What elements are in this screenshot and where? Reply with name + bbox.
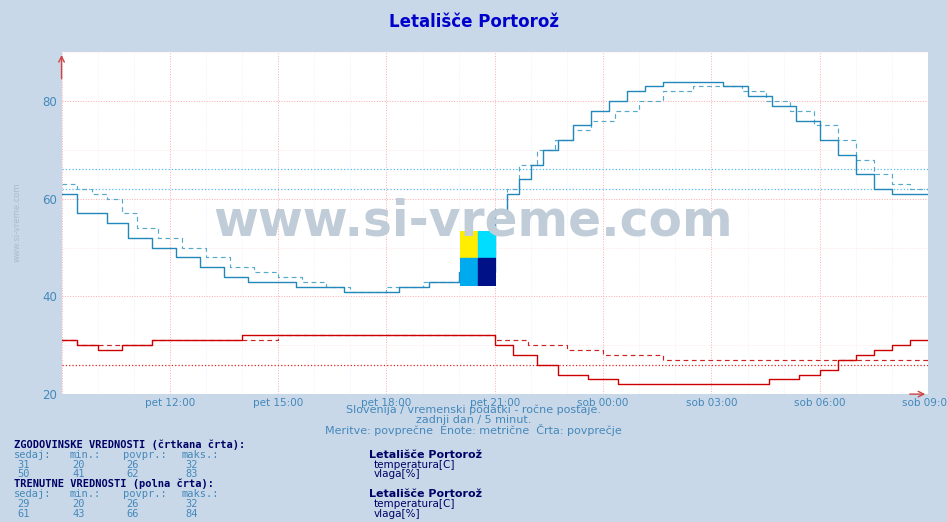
Text: 20: 20 (72, 459, 85, 470)
Text: 31: 31 (17, 459, 30, 470)
Text: Letališče Portorož: Letališče Portorož (369, 450, 482, 460)
Bar (460, 231, 478, 258)
Text: 50: 50 (17, 469, 30, 479)
Text: min.:: min.: (69, 489, 100, 500)
Text: 32: 32 (185, 459, 198, 470)
Text: maks.:: maks.: (182, 450, 220, 460)
Text: Meritve: povprečne  Enote: metrične  Črta: povprečje: Meritve: povprečne Enote: metrične Črta:… (325, 424, 622, 435)
Text: Letališče Portorož: Letališče Portorož (369, 489, 482, 500)
Text: TRENUTNE VREDNOSTI (polna črta):: TRENUTNE VREDNOSTI (polna črta): (14, 479, 214, 489)
Bar (460, 258, 478, 286)
Text: temperatura[C]: temperatura[C] (374, 459, 456, 470)
Text: maks.:: maks.: (182, 489, 220, 500)
Text: sedaj:: sedaj: (14, 450, 52, 460)
Text: 26: 26 (126, 499, 139, 509)
Bar (478, 258, 496, 286)
Text: vlaga[%]: vlaga[%] (374, 469, 420, 479)
Text: 29: 29 (17, 499, 30, 509)
Text: Letališče Portorož: Letališče Portorož (388, 14, 559, 31)
Text: 32: 32 (185, 499, 198, 509)
Text: 61: 61 (17, 509, 30, 519)
Text: 83: 83 (185, 469, 198, 479)
Text: 41: 41 (72, 469, 85, 479)
Text: 62: 62 (126, 469, 139, 479)
Text: 26: 26 (126, 459, 139, 470)
Text: ZGODOVINSKE VREDNOSTI (črtkana črta):: ZGODOVINSKE VREDNOSTI (črtkana črta): (14, 440, 245, 450)
Text: 43: 43 (72, 509, 85, 519)
Text: temperatura[C]: temperatura[C] (374, 499, 456, 509)
Text: 84: 84 (185, 509, 198, 519)
Text: 20: 20 (72, 499, 85, 509)
Text: min.:: min.: (69, 450, 100, 460)
Text: Slovenija / vremenski podatki - ročne postaje.: Slovenija / vremenski podatki - ročne po… (346, 405, 601, 415)
Text: www.si-vreme.com: www.si-vreme.com (12, 182, 22, 262)
Text: povpr.:: povpr.: (123, 489, 167, 500)
Text: 66: 66 (126, 509, 139, 519)
Text: povpr.:: povpr.: (123, 450, 167, 460)
Text: vlaga[%]: vlaga[%] (374, 509, 420, 519)
Text: sedaj:: sedaj: (14, 489, 52, 500)
Text: www.si-vreme.com: www.si-vreme.com (214, 198, 733, 246)
Bar (478, 231, 496, 258)
Text: zadnji dan / 5 minut.: zadnji dan / 5 minut. (416, 414, 531, 425)
